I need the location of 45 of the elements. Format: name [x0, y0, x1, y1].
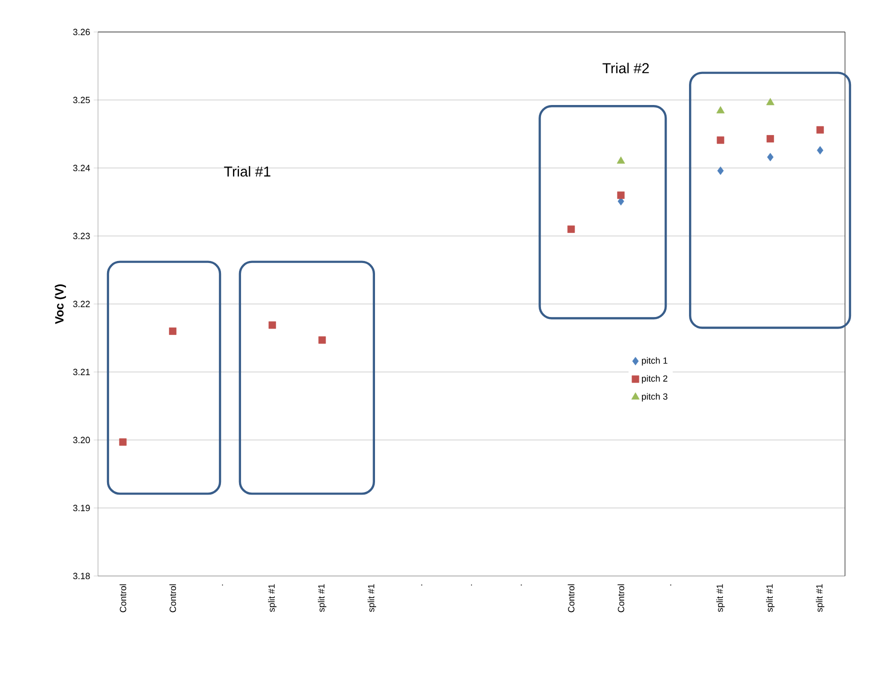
- legend-label: pitch 3: [642, 393, 668, 402]
- x-tick-label: .: [421, 584, 422, 586]
- point: [767, 152, 774, 162]
- point: [816, 146, 824, 155]
- point: [766, 135, 774, 142]
- point: [318, 336, 326, 344]
- point: [716, 136, 724, 144]
- x-tick-label: split #1: [766, 584, 774, 612]
- x-tick-label: Control: [169, 584, 176, 612]
- x-tick-label: Control: [120, 584, 126, 612]
- point: [716, 106, 725, 114]
- y-tick-label: 3.26: [73, 28, 90, 36]
- y-tick-label: 3.19: [73, 504, 90, 512]
- legend-label: pitch 2: [642, 375, 668, 384]
- y-tick-label: 3.22: [73, 300, 90, 308]
- legend-label: pitch 1: [642, 357, 668, 366]
- y-tick-label: 3.25: [73, 96, 90, 104]
- point: [567, 225, 575, 233]
- annotation: Trial #2: [602, 62, 649, 74]
- x-tick-label: split #1: [318, 584, 326, 612]
- x-tick-label: split #1: [816, 584, 824, 612]
- y-tick-label: 3.20: [73, 436, 90, 444]
- y-tick-label: 3.18: [73, 572, 90, 580]
- y-axis-title: Voc (V): [54, 284, 66, 324]
- point: [616, 156, 626, 164]
- point: [268, 321, 276, 329]
- y-tick-label: 3.21: [73, 368, 90, 376]
- point: [816, 126, 824, 134]
- point: [169, 327, 176, 335]
- y-tick-label: 3.23: [73, 232, 90, 240]
- x-tick-label: Control: [568, 584, 574, 612]
- annotation: Trial #1: [224, 166, 270, 177]
- x-tick-label: .: [222, 584, 223, 586]
- point: [717, 166, 724, 175]
- point: [766, 98, 774, 106]
- y-tick-label: 3.24: [73, 164, 90, 172]
- point: [617, 191, 625, 199]
- x-tick-label: .: [670, 584, 672, 586]
- x-tick-label: split #1: [716, 584, 725, 612]
- x-tick-label: .: [471, 584, 472, 586]
- x-tick-label: split #1: [368, 584, 376, 612]
- point: [119, 438, 127, 446]
- x-tick-label: .: [520, 584, 522, 586]
- x-tick-label: Control: [618, 584, 624, 612]
- x-tick-label: split #1: [268, 584, 276, 612]
